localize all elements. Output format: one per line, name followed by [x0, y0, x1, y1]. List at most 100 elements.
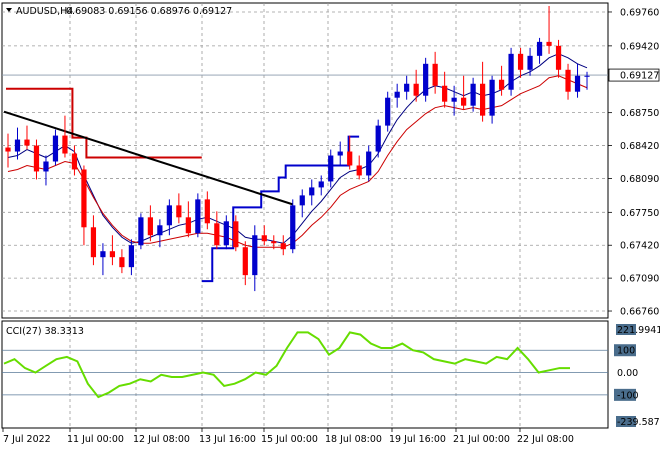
candle-body: [14, 139, 21, 152]
candle-body: [375, 125, 381, 152]
candle-body: [71, 153, 78, 170]
candle-body: [366, 151, 372, 176]
candle-body: [309, 187, 315, 196]
candle-body: [546, 41, 552, 46]
candle-body: [43, 161, 49, 172]
candle-body: [565, 69, 571, 92]
candle-body: [261, 235, 267, 242]
candle-body: [555, 45, 562, 70]
cci-level-label: -100: [617, 390, 639, 401]
cci-level-label: 100: [617, 346, 635, 357]
candle-body: [214, 223, 220, 246]
triangle-down-icon[interactable]: [6, 8, 12, 12]
cci-level-tag: [614, 366, 636, 379]
candle-body: [584, 75, 590, 77]
candle-body: [461, 97, 467, 106]
candle-body: [508, 53, 514, 90]
time-tick-label: 21 Jul 00:00: [453, 434, 510, 445]
candle-body: [100, 251, 106, 258]
price-tick-label: 0.66760: [620, 307, 659, 318]
candle-body: [498, 79, 505, 90]
current-price-label: 0.69127: [620, 71, 659, 82]
time-tick-label: 22 Jul 08:00: [517, 434, 574, 445]
candle-body: [138, 217, 144, 246]
candle-body: [423, 63, 429, 96]
candle-body: [52, 135, 59, 162]
candle-body: [385, 97, 391, 126]
candle-body: [185, 217, 191, 234]
cci-line: [3, 331, 570, 399]
candle-body: [404, 83, 410, 92]
candle-body: [290, 205, 296, 250]
price-tick-label: 0.68750: [620, 108, 659, 119]
candle-body: [328, 155, 334, 182]
resistance-step-line: [6, 87, 202, 159]
candle-body: [147, 217, 153, 236]
candle-body: [470, 83, 476, 106]
candle-body: [451, 97, 457, 102]
time-tick-label: 18 Jul 08:00: [325, 434, 382, 445]
candle-body: [166, 205, 172, 226]
cci-title: CCI(27) 38.3313: [6, 326, 84, 337]
time-tick-label: 11 Jul 00:00: [67, 434, 124, 445]
candle-body: [574, 75, 581, 92]
trendline: [3, 110, 294, 206]
price-tick-label: 0.67420: [620, 241, 659, 252]
price-axis: 0.69760 0.69420 0.68750 0.68420 0.68090 0.677…: [608, 7, 659, 318]
candle-body: [157, 225, 163, 236]
candle-body: [223, 221, 229, 246]
candle-body: [356, 165, 362, 176]
price-tick-label: 0.67090: [620, 274, 659, 285]
cci-bottom-label: -239.5874: [617, 417, 660, 428]
candle-body: [176, 205, 182, 218]
cci-level-tag: [614, 344, 636, 357]
ohlc-values: 0.69083 0.69156 0.68976 0.69127: [66, 6, 232, 17]
candle-body: [394, 91, 400, 98]
candle-body: [337, 151, 343, 156]
candles: [5, 5, 590, 292]
candle-body: [413, 83, 419, 96]
candle-body: [536, 41, 543, 56]
candle-body: [271, 241, 277, 244]
candle-body: [5, 147, 11, 152]
price-tick-label: 0.67750: [620, 208, 659, 219]
candle-body: [109, 251, 116, 258]
time-tick-label: 19 Jul 16:00: [389, 434, 446, 445]
cci-bottom-tag: -239.5874: [616, 416, 660, 428]
price-tick-label: 0.69420: [620, 41, 659, 52]
support-step-line: [201, 135, 360, 283]
candle-body: [318, 181, 324, 188]
candle-body: [128, 245, 135, 268]
candle-body: [479, 83, 486, 116]
symbol-label: AUDUSD,H4: [16, 6, 73, 17]
candle-body: [347, 151, 353, 166]
cci-axis: 100 0.00 -100: [614, 344, 639, 401]
cci-level-tag: [614, 388, 636, 401]
time-tick-label: 15 Jul 00:00: [261, 434, 318, 445]
candle-body: [432, 63, 438, 86]
price-panel[interactable]: [1, 2, 609, 319]
candle-body: [204, 199, 210, 224]
candle-body: [442, 85, 448, 102]
price-tick-label: 0.68090: [620, 174, 659, 185]
chart-header: AUDUSD,H4 0.69083 0.69156 0.68976 0.6912…: [6, 6, 232, 17]
candle-body: [90, 227, 97, 258]
candle-body: [252, 235, 258, 276]
candle-body: [62, 135, 68, 154]
candle-body: [242, 247, 248, 276]
time-tick-label: 7 Jul 2022: [3, 434, 51, 445]
cci-panel[interactable]: [1, 320, 609, 429]
current-price-tag: 0.69127: [608, 68, 660, 82]
candle-body: [233, 221, 239, 248]
time-tick-label: 12 Jul 08:00: [133, 434, 190, 445]
candle-body: [517, 53, 524, 70]
candle-body: [280, 243, 286, 250]
price-tick-label: 0.68420: [620, 141, 659, 152]
candle-body: [24, 139, 30, 146]
cci-top-tag: 221.9941: [616, 324, 660, 336]
candle-body: [33, 145, 40, 172]
candle-body: [81, 169, 87, 228]
cci-top-label: 221.9941: [617, 325, 660, 336]
price-tick-label: 0.69760: [620, 7, 659, 18]
